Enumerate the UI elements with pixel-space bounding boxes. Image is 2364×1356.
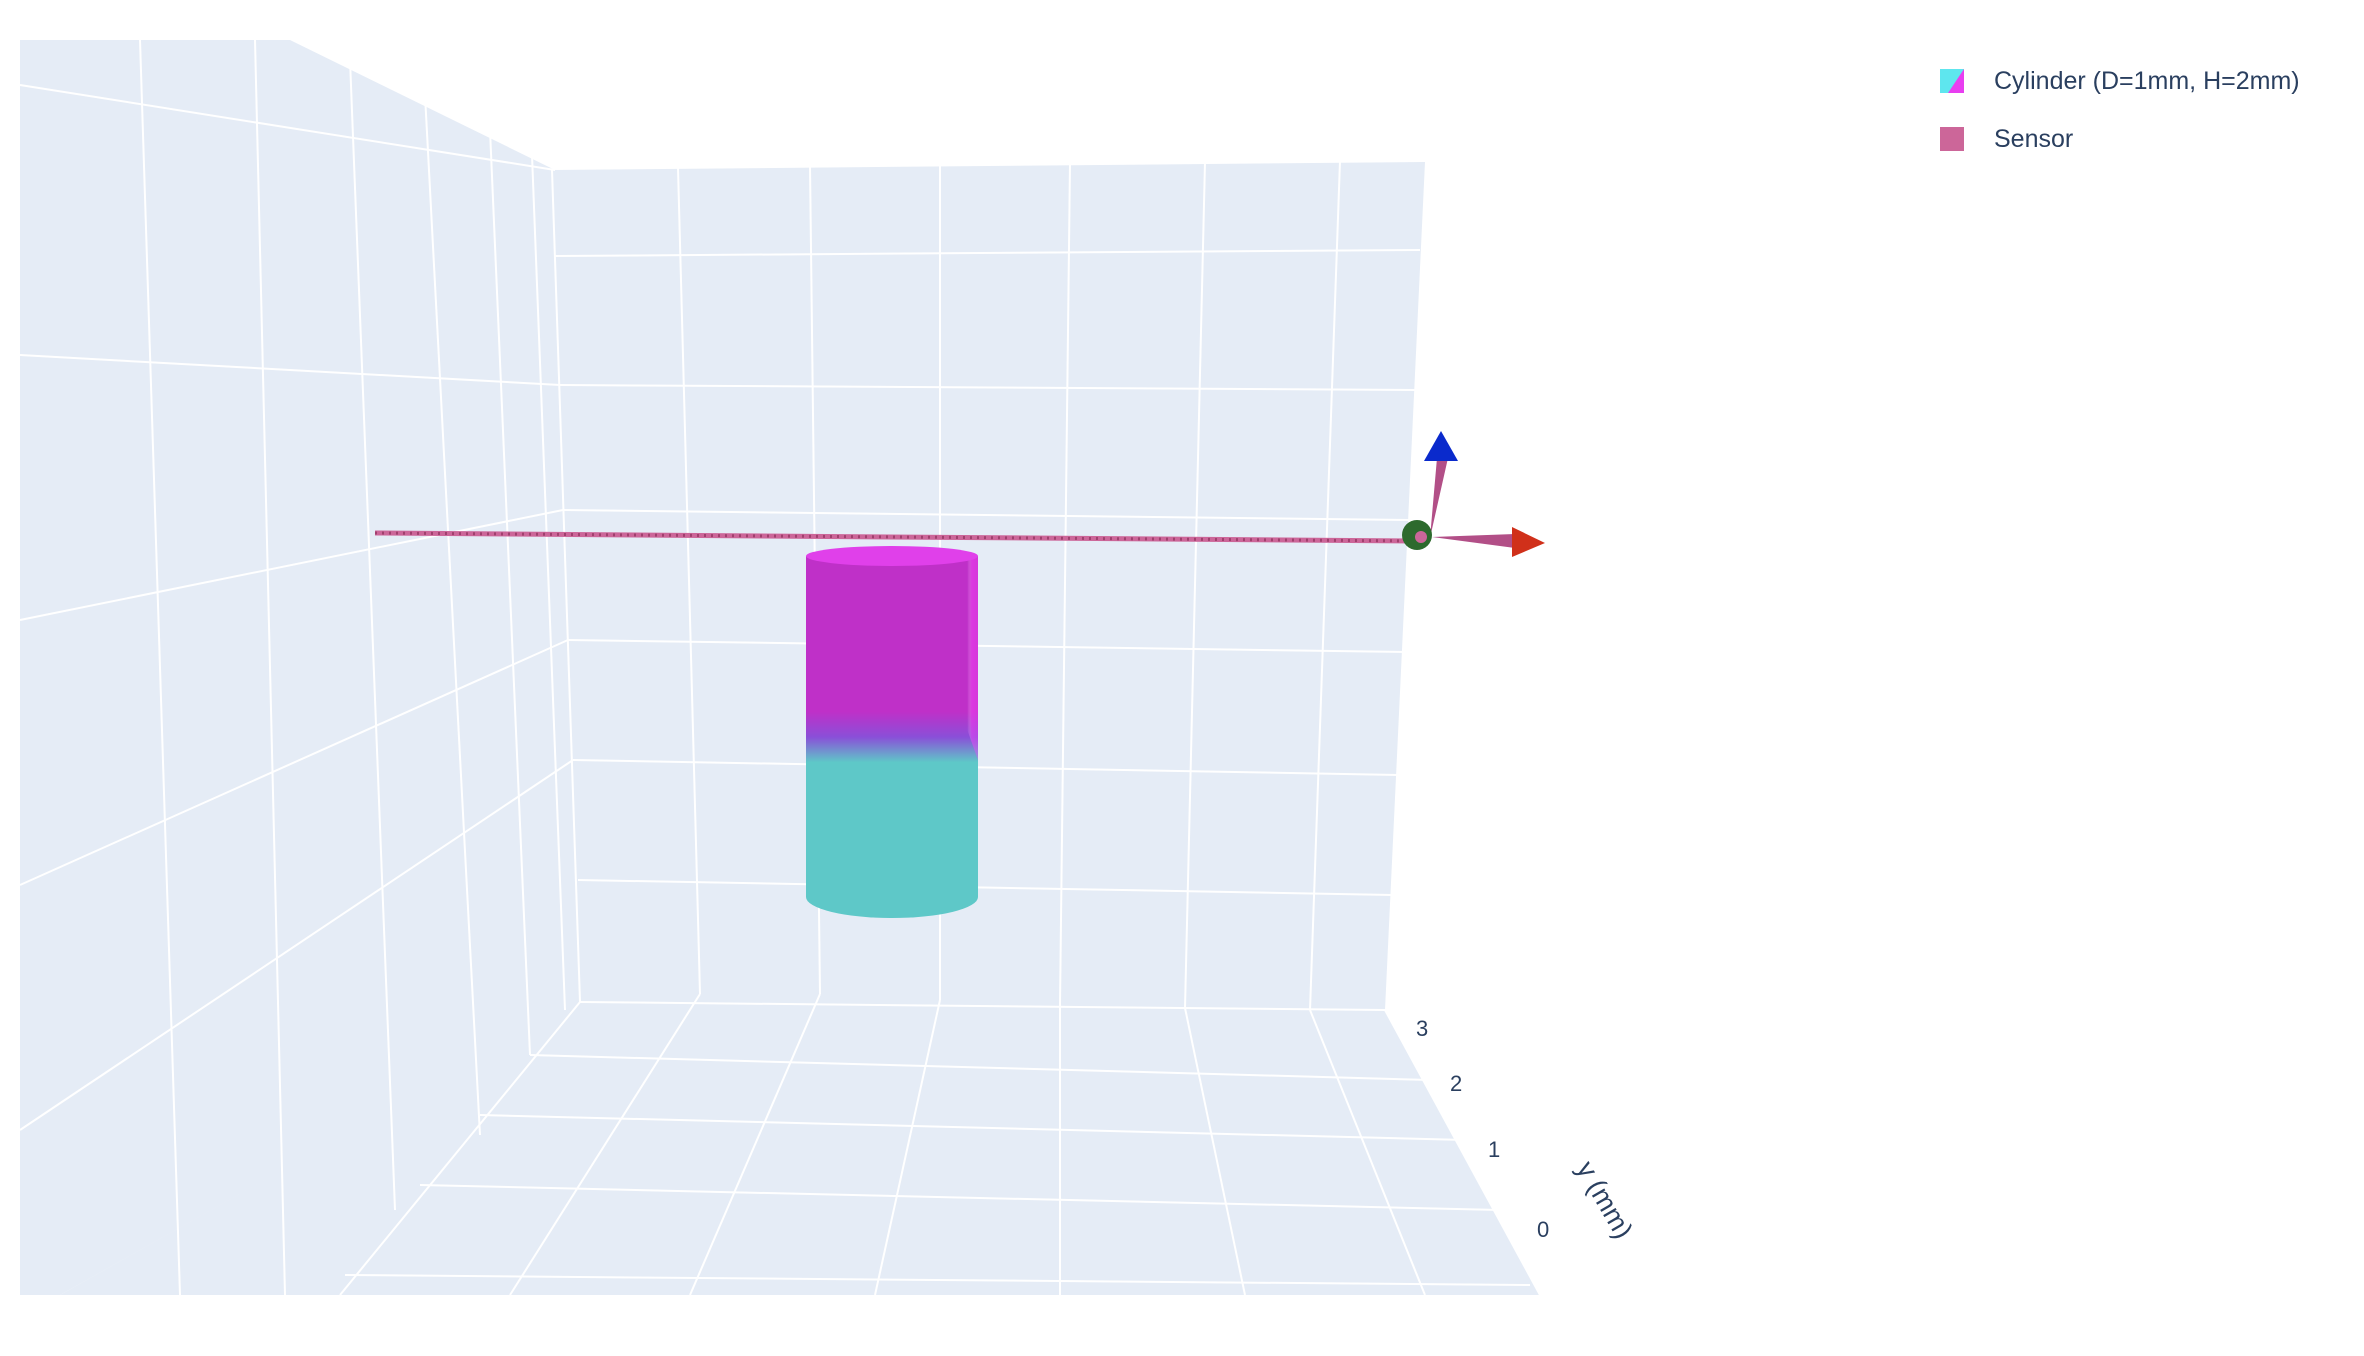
grid-line [572,759,1401,776]
x-arrow-shaft [1432,534,1515,548]
y-tick-label: 0 [1537,1217,1549,1242]
grid-line [689,993,821,1296]
grid-line [19,84,556,171]
grid-line [531,154,566,1011]
cylinder-trace[interactable] [806,546,978,918]
y-tick-label: 1 [1488,1137,1500,1162]
grid-line [19,639,569,886]
grid-line [551,169,581,1003]
z-arrow-head [1424,431,1458,461]
floor-pane [60,1002,1540,1295]
grid-line [677,167,701,995]
grid-line [139,39,181,1296]
grid-line [254,39,286,1296]
z-arrow-shaft [1430,458,1448,538]
x-arrow-head [1512,527,1545,557]
left-wall [20,40,585,1295]
grid-line [874,999,941,1296]
cylinder-side-highlight [935,556,978,760]
grid-line [19,759,574,1131]
y-tick-label: 3 [1416,1016,1428,1041]
y-tick-label: 2 [1450,1071,1462,1096]
y-axis-title: y (mm) [1571,1156,1639,1244]
cylinder-body [806,556,978,918]
sensor-axes [1402,431,1545,557]
grid-line [577,879,1393,896]
grid-line [1384,1009,1541,1296]
cylinder-top-cap [806,546,978,566]
sensor-path-dots [374,531,1419,543]
legend-label-cylinder: Cylinder (D=1mm, H=2mm) [1994,66,2300,95]
grid-lines [19,39,1541,1296]
grid-line [419,1184,1501,1211]
grid-line [529,1054,1431,1081]
grid-line [1059,162,1071,1005]
grid-line [509,993,701,1296]
grid-line [1184,161,1206,1009]
grid-line [349,59,396,1211]
scene-panes [20,40,1540,1295]
grid-line [344,1274,1531,1286]
cylinder-legend-icon [1940,69,1964,93]
grid-line [19,509,564,621]
legend: Cylinder (D=1mm, H=2mm) Sensor [1940,52,2300,168]
back-wall [552,162,1425,1010]
grid-line [19,354,561,386]
grid-line [559,384,1416,391]
grid-line [579,1001,1386,1011]
grid-line [339,1001,581,1296]
grid-line [554,249,1421,257]
grid-line [562,509,1411,521]
legend-item-cylinder[interactable]: Cylinder (D=1mm, H=2mm) [1940,52,2300,110]
grid-line [1184,1007,1246,1296]
legend-item-sensor[interactable]: Sensor [1940,110,2300,168]
origin-marker-core [1415,531,1427,543]
sensor-legend-icon [1940,127,1964,151]
grid-line [479,1114,1466,1141]
legend-label-sensor: Sensor [1994,124,2074,153]
grid-line [1309,1009,1426,1296]
grid-line [489,129,531,1056]
sensor-trace[interactable] [374,530,1419,544]
grid-line [424,94,481,1136]
grid-line [1309,160,1341,1011]
grid-line [567,639,1406,653]
